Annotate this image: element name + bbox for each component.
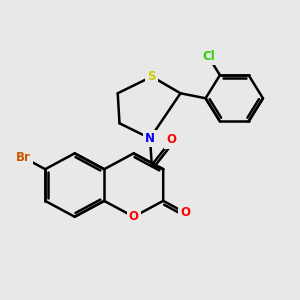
Text: O: O: [167, 134, 176, 146]
Text: N: N: [145, 132, 155, 145]
Text: S: S: [148, 70, 156, 83]
Text: Cl: Cl: [202, 50, 215, 63]
Text: Br: Br: [16, 151, 31, 164]
Text: O: O: [180, 206, 190, 219]
Text: O: O: [129, 210, 139, 223]
